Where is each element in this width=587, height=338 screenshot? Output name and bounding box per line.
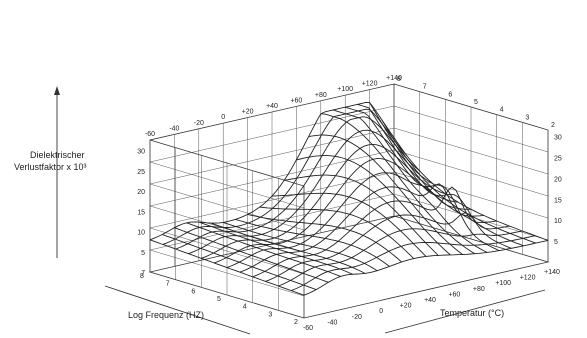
tick-labels: -60 -40 -20 0 +20 +40 +60 +80 +100 +120 +140 -60 -40… — [137, 75, 562, 332]
temperature-tick-back: +140 — [386, 75, 402, 82]
frequency-tick-left: 4 — [243, 304, 247, 311]
surface-wireframe — [149, 102, 549, 296]
surface-line-f — [320, 113, 476, 255]
z-tick-right: 20 — [554, 176, 562, 183]
surface-line-f — [247, 213, 402, 263]
frequency-tick-left: 5 — [217, 296, 221, 303]
temperature-tick-back: +20 — [242, 109, 254, 116]
temperature-tick-back: -40 — [169, 125, 179, 132]
z-tick-left: 25 — [137, 169, 145, 176]
surface-line-f — [198, 221, 353, 275]
z-tick-right: 5 — [554, 239, 558, 246]
frequency-tick-back: 3 — [525, 114, 529, 121]
z-tick-left: 5 — [141, 250, 145, 257]
temperature-tick-back: +80 — [315, 92, 327, 99]
temperature-tick-front: 0 — [379, 308, 383, 315]
surface-line-f — [393, 137, 549, 241]
frequency-tick-back: 6 — [448, 91, 452, 98]
surface-line-f — [271, 192, 427, 257]
surface-line-f — [308, 134, 463, 255]
z-tick-left: 30 — [137, 149, 145, 156]
temperature-tick-front: +80 — [473, 286, 485, 293]
box-frame — [148, 83, 550, 319]
temperature-axis-title: Temperatur (°C) — [440, 308, 504, 318]
z-tick-left: 15 — [137, 209, 145, 216]
frequency-tick-back: 4 — [500, 107, 504, 114]
frequency-tick-left: 2 — [294, 319, 298, 326]
z-tick-right: 25 — [554, 156, 562, 163]
temperature-axis-arrow — [384, 289, 546, 334]
surface-line-t — [303, 239, 549, 296]
surface-line-f — [149, 239, 305, 296]
temperature-tick-front: -20 — [352, 314, 362, 321]
frequency-tick-left: 8 — [140, 273, 144, 280]
z-tick-right: 15 — [554, 197, 562, 204]
frequency-axis-title: Log Frequenz (HZ) — [128, 310, 204, 320]
temperature-tick-back: +40 — [266, 103, 278, 110]
surface-line-f — [186, 222, 341, 277]
surface-line-f — [259, 206, 415, 259]
frequency-tick-back: 2 — [551, 122, 555, 129]
temperature-tick-back: -20 — [194, 120, 204, 127]
frequency-tick-left: 7 — [166, 281, 170, 288]
surface-line-f — [235, 218, 390, 267]
temperature-tick-front: +60 — [448, 291, 460, 298]
surface-line-f — [284, 174, 439, 256]
surface-line-f — [369, 102, 524, 247]
frequency-tick-left: 3 — [268, 311, 272, 318]
surface-line-f — [210, 222, 366, 274]
z-axis-title-line2: Verlustfaktor x 10³ — [14, 162, 87, 172]
surface-line-f — [174, 227, 329, 283]
temperature-tick-back: +100 — [337, 86, 353, 93]
z-tick-right: 10 — [554, 218, 562, 225]
temperature-tick-front: -60 — [303, 325, 313, 332]
z-axis-arrow — [54, 86, 60, 258]
surface-line-f — [296, 155, 451, 256]
frequency-tick-back: 7 — [423, 84, 427, 91]
temperature-tick-front: -40 — [327, 319, 337, 326]
surface-line-f — [332, 109, 488, 253]
temperature-tick-front: +120 — [520, 275, 536, 282]
temperature-tick-front: +100 — [495, 280, 511, 287]
temperature-tick-back: +120 — [362, 81, 378, 88]
temperature-tick-front: +20 — [400, 303, 412, 310]
temperature-tick-back: 0 — [221, 114, 225, 121]
frequency-tick-back: 8 — [397, 76, 401, 83]
z-tick-left: 7 — [141, 270, 145, 277]
z-tick-left: 10 — [137, 230, 145, 237]
frequency-tick-back: 5 — [474, 99, 478, 106]
z-grid-line — [149, 105, 549, 209]
temperature-tick-back: -60 — [145, 131, 155, 138]
surface-line-f — [357, 103, 512, 249]
temperature-tick-front: +140 — [544, 269, 560, 276]
temperature-tick-back: +60 — [290, 97, 302, 104]
surface-line-f — [162, 234, 317, 291]
surface-line-f — [381, 119, 536, 244]
z-tick-left: 20 — [137, 189, 145, 196]
temperature-tick-front: +40 — [424, 297, 436, 304]
surface-line-f — [223, 221, 378, 272]
frequency-axis-arrow — [104, 285, 251, 335]
z-tick-right: 30 — [554, 135, 562, 142]
frequency-tick-left: 6 — [191, 288, 195, 295]
z-axis-title-line1: Dielektrischer — [30, 150, 85, 160]
